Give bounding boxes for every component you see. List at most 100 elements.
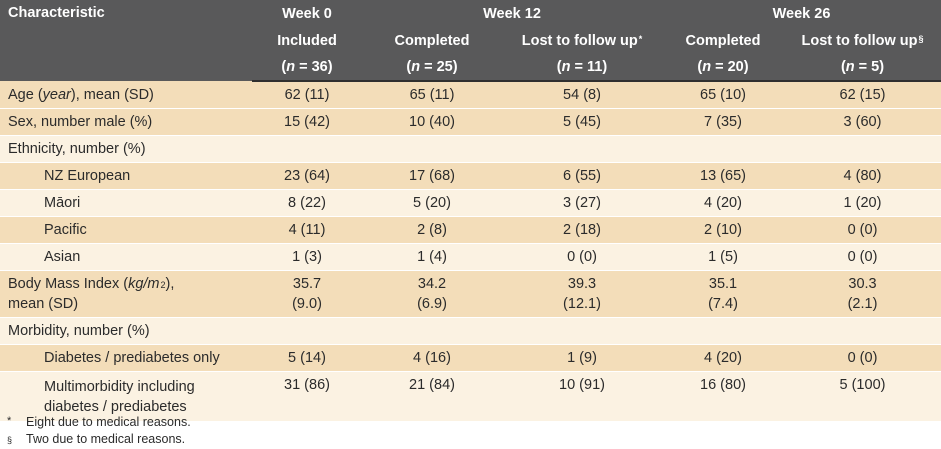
- header-n-completed-w26: (n = 20): [662, 54, 784, 82]
- table-row-ethnicity: Ethnicity, number (%): [0, 135, 941, 163]
- row-label: Age (year), mean (SD): [0, 81, 252, 109]
- table-cell: 2 (8): [362, 216, 502, 244]
- table-cell: 0 (0): [784, 243, 941, 271]
- cell-mean: 35.1: [708, 276, 738, 292]
- table-cell: 5 (100): [784, 371, 941, 422]
- footnote-mark: §: [7, 435, 13, 445]
- row-label: Sex, number male (%): [0, 108, 252, 136]
- table-cell: 39.3 (12.1): [502, 270, 662, 318]
- table-cell: 10 (91): [502, 371, 662, 422]
- n-open-paren: (: [840, 59, 846, 75]
- table-cell: 54 (8): [502, 81, 662, 109]
- header-completed-w26: Completed: [662, 28, 784, 54]
- n-value: = 25): [424, 59, 458, 75]
- table-cell: [362, 317, 502, 345]
- footnote-mark-asterisk: *: [638, 34, 643, 44]
- row-label: Body Mass Index (kg/m2), mean (SD): [0, 270, 252, 318]
- header-characteristic: Characteristic: [0, 0, 252, 81]
- cell-sd: (9.0): [292, 296, 322, 312]
- cell-sd: (6.9): [417, 296, 447, 312]
- header-n-included: (n = 36): [252, 54, 362, 82]
- label-text: diabetes / prediabetes: [44, 398, 187, 415]
- table-body: Age (year), mean (SD) 62 (11) 65 (11) 54…: [0, 81, 941, 422]
- table-header: Characteristic Week 0 Week 12 Week 26 In…: [0, 0, 941, 82]
- table-row-bmi: Body Mass Index (kg/m2), mean (SD) 35.7 (9…: [0, 270, 941, 318]
- table-cell: 65 (11): [362, 81, 502, 109]
- n-symbol: n: [561, 59, 571, 75]
- n-value: = 11): [574, 59, 608, 75]
- header-week12: Week 12: [362, 0, 662, 28]
- table-cell: [252, 135, 362, 163]
- row-label: Māori: [0, 189, 252, 217]
- label-text: mean (SD): [8, 296, 79, 312]
- table-cell: 5 (45): [502, 108, 662, 136]
- table-cell: 0 (0): [502, 243, 662, 271]
- label-text: Multimorbidity including: [44, 378, 195, 395]
- label-text: ), mean (SD): [70, 86, 154, 103]
- n-symbol: n: [845, 59, 855, 75]
- table-cell: 5 (20): [362, 189, 502, 217]
- table-cell: [502, 317, 662, 345]
- row-label: Diabetes / prediabetes only: [0, 344, 252, 372]
- table-cell: 4 (20): [662, 189, 784, 217]
- label-unit: year: [42, 86, 71, 103]
- table-cell: 4 (80): [784, 162, 941, 190]
- label-text: Age (: [8, 86, 43, 103]
- label-unit: kg/m: [128, 276, 160, 292]
- table-row-asian: Asian 1 (3) 1 (4) 0 (0) 1 (5) 0 (0): [0, 243, 941, 271]
- table-cell: 13 (65): [662, 162, 784, 190]
- label-text: ),: [165, 276, 175, 292]
- table-cell: [662, 135, 784, 163]
- table-cell: 15 (42): [252, 108, 362, 136]
- table-row-pacific: Pacific 4 (11) 2 (8) 2 (18) 2 (10) 0 (0): [0, 216, 941, 244]
- row-label: Morbidity, number (%): [0, 317, 252, 345]
- table-cell: 7 (35): [662, 108, 784, 136]
- n-open-paren: (: [697, 59, 703, 75]
- row-label: Asian: [0, 243, 252, 271]
- table-cell: 2 (18): [502, 216, 662, 244]
- cell-sd: (2.1): [847, 296, 878, 312]
- cell-mean: 34.2: [417, 276, 447, 292]
- table-cell: 5 (14): [252, 344, 362, 372]
- cell-mean: 39.3: [567, 276, 597, 292]
- table-cell: 0 (0): [784, 216, 941, 244]
- row-label: Multimorbidity including diabetes / predi…: [0, 371, 252, 422]
- header-lost-w26-label: Lost to follow up: [801, 33, 918, 49]
- header-n-completed-w12: (n = 25): [362, 54, 502, 82]
- label-text: Body Mass Index (: [8, 276, 129, 292]
- table-cell: 1 (5): [662, 243, 784, 271]
- table-cell: 16 (80): [662, 371, 784, 422]
- table-cell: 6 (55): [502, 162, 662, 190]
- cell-mean: 35.7: [292, 276, 322, 292]
- table-cell: 34.2 (6.9): [362, 270, 502, 318]
- label-superscript: 2: [160, 280, 166, 290]
- header-included: Included: [252, 28, 362, 54]
- n-symbol: n: [411, 59, 421, 75]
- header-week26: Week 26: [662, 0, 941, 28]
- cell-mean: 30.3: [848, 276, 877, 292]
- row-label: Pacific: [0, 216, 252, 244]
- table-cell: 65 (10): [662, 81, 784, 109]
- table-row-sex: Sex, number male (%) 15 (42) 10 (40) 5 (…: [0, 108, 941, 136]
- table-cell: [784, 317, 941, 345]
- table-cell: 21 (84): [362, 371, 502, 422]
- row-label: NZ European: [0, 162, 252, 190]
- header-lost-w12-label: Lost to follow up: [521, 33, 638, 49]
- n-open-paren: (: [406, 59, 412, 75]
- table-cell: [784, 135, 941, 163]
- table-cell: 1 (3): [252, 243, 362, 271]
- table-cell: 2 (10): [662, 216, 784, 244]
- table-cell: [502, 135, 662, 163]
- table-cell: 30.3 (2.1): [784, 270, 941, 318]
- table-cell: 0 (0): [784, 344, 941, 372]
- table-cell: [252, 317, 362, 345]
- table-cell: 4 (20): [662, 344, 784, 372]
- table-row-age: Age (year), mean (SD) 62 (11) 65 (11) 54…: [0, 81, 941, 109]
- table-cell: 1 (9): [502, 344, 662, 372]
- cell-sd: (7.4): [708, 296, 738, 312]
- table-cell: 1 (20): [784, 189, 941, 217]
- table-cell: 35.7 (9.0): [252, 270, 362, 318]
- header-week0: Week 0: [252, 0, 362, 28]
- footnote-text: Eight due to medical reasons.: [26, 415, 191, 429]
